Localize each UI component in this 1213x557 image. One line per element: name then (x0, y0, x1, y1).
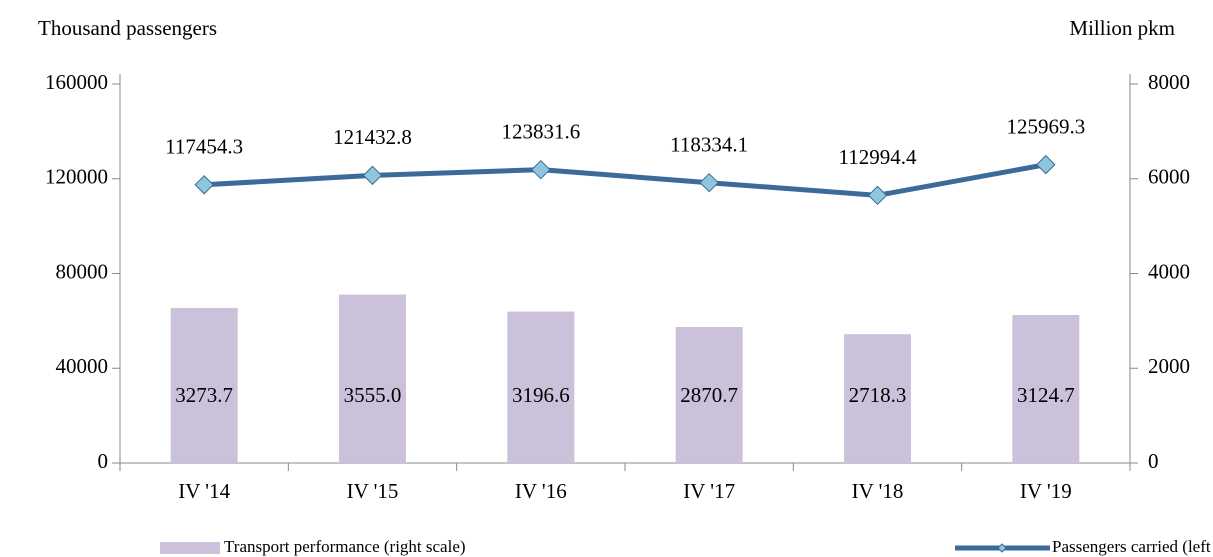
y-tick-label: 80000 (56, 259, 109, 283)
x-tick-label: IV '17 (683, 479, 735, 503)
bar-value-label: 3196.6 (512, 383, 570, 407)
y-tick-label: 40000 (56, 354, 109, 378)
line-marker (194, 175, 214, 195)
bar-value-label: 2870.7 (680, 383, 738, 407)
y2-tick-label: 8000 (1148, 70, 1190, 94)
line-value-label: 118334.1 (670, 133, 748, 157)
y2-tick-label: 4000 (1148, 259, 1190, 283)
y2-tick-label: 2000 (1148, 354, 1190, 378)
line (204, 162, 1047, 198)
bar (170, 307, 238, 463)
line-marker (699, 172, 719, 193)
bar-value-label: 3273.7 (175, 383, 233, 407)
line-value-label: 112994.4 (839, 145, 917, 169)
bar-value-label: 2718.3 (849, 383, 907, 407)
line-value-label: 117454.3 (165, 135, 243, 159)
y2-tick-label: 6000 (1148, 165, 1190, 189)
y-axis-title: Thousand passengers (38, 16, 217, 40)
legend-label: Transport performance (right scale) (224, 537, 466, 556)
x-tick-label: IV '19 (1020, 479, 1072, 503)
y-tick-label: 120000 (45, 165, 108, 189)
bar (507, 311, 575, 463)
bar (675, 327, 743, 463)
line-marker (362, 165, 383, 186)
x-tick-label: IV '16 (515, 479, 567, 503)
bar (1012, 314, 1080, 463)
line-value-label: 123831.6 (501, 119, 580, 143)
x-tick-label: IV '18 (852, 479, 904, 503)
line-marker (867, 185, 888, 206)
legend-label: Passengers carried (left scale) (1052, 537, 1213, 556)
y-tick-label: 160000 (45, 70, 108, 94)
bar-value-label: 3555.0 (344, 383, 402, 407)
line-marker (1036, 154, 1056, 175)
bar (844, 334, 911, 463)
line-marker (531, 159, 551, 180)
line-value-label: 121432.8 (333, 125, 412, 149)
y-tick-label: 0 (98, 449, 109, 473)
y2-tick-label: 0 (1148, 449, 1159, 473)
x-tick-label: IV '14 (178, 479, 230, 503)
x-tick-label: IV '15 (347, 479, 399, 503)
legend-swatch (160, 542, 220, 554)
bar-value-label: 3124.7 (1017, 383, 1075, 407)
y2-axis-title: Million pkm (1069, 16, 1175, 40)
legend-marker (997, 543, 1007, 553)
line-value-label: 125969.3 (1006, 114, 1085, 138)
bar (339, 294, 406, 463)
